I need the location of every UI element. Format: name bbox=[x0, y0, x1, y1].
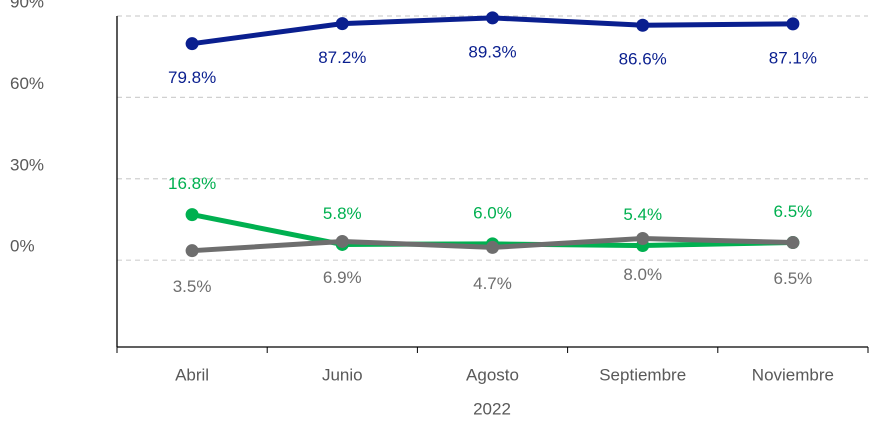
data-label: 87.1% bbox=[769, 48, 817, 67]
y-tick-label: 90% bbox=[10, 0, 44, 11]
data-label: 86.6% bbox=[619, 50, 667, 69]
x-axis-label: 2022 bbox=[473, 399, 511, 418]
data-point bbox=[185, 244, 199, 258]
x-tick-label: Abril bbox=[175, 365, 209, 384]
data-point bbox=[335, 17, 349, 31]
y-tick-label: 30% bbox=[10, 155, 44, 174]
data-point bbox=[636, 231, 650, 245]
x-tick-label: Junio bbox=[322, 365, 363, 384]
x-tick-label: Agosto bbox=[466, 365, 519, 384]
data-label: 4.7% bbox=[473, 274, 512, 293]
data-point bbox=[185, 208, 199, 222]
data-label: 6.5% bbox=[774, 202, 813, 221]
data-label: 5.8% bbox=[323, 204, 362, 223]
data-label: 6.5% bbox=[774, 269, 813, 288]
data-label: 6.0% bbox=[473, 203, 512, 222]
data-label: 87.2% bbox=[318, 48, 366, 67]
data-label: 5.4% bbox=[623, 205, 662, 224]
y-tick-label: 60% bbox=[10, 74, 44, 93]
data-label: 79.8% bbox=[168, 68, 216, 87]
data-label: 8.0% bbox=[623, 265, 662, 284]
data-point bbox=[636, 18, 650, 32]
data-label: 16.8% bbox=[168, 174, 216, 193]
data-point bbox=[486, 240, 499, 254]
data-point bbox=[185, 37, 199, 51]
data-label: 6.9% bbox=[323, 268, 362, 287]
x-tick-label: Noviembre bbox=[752, 365, 834, 384]
data-point bbox=[786, 236, 800, 250]
data-label: 3.5% bbox=[173, 277, 212, 296]
y-tick-label: 0% bbox=[10, 237, 35, 256]
data-point bbox=[486, 11, 499, 25]
data-point bbox=[786, 17, 800, 31]
x-tick-label: Septiembre bbox=[599, 365, 686, 384]
data-point bbox=[335, 234, 349, 248]
data-label: 89.3% bbox=[468, 42, 516, 61]
